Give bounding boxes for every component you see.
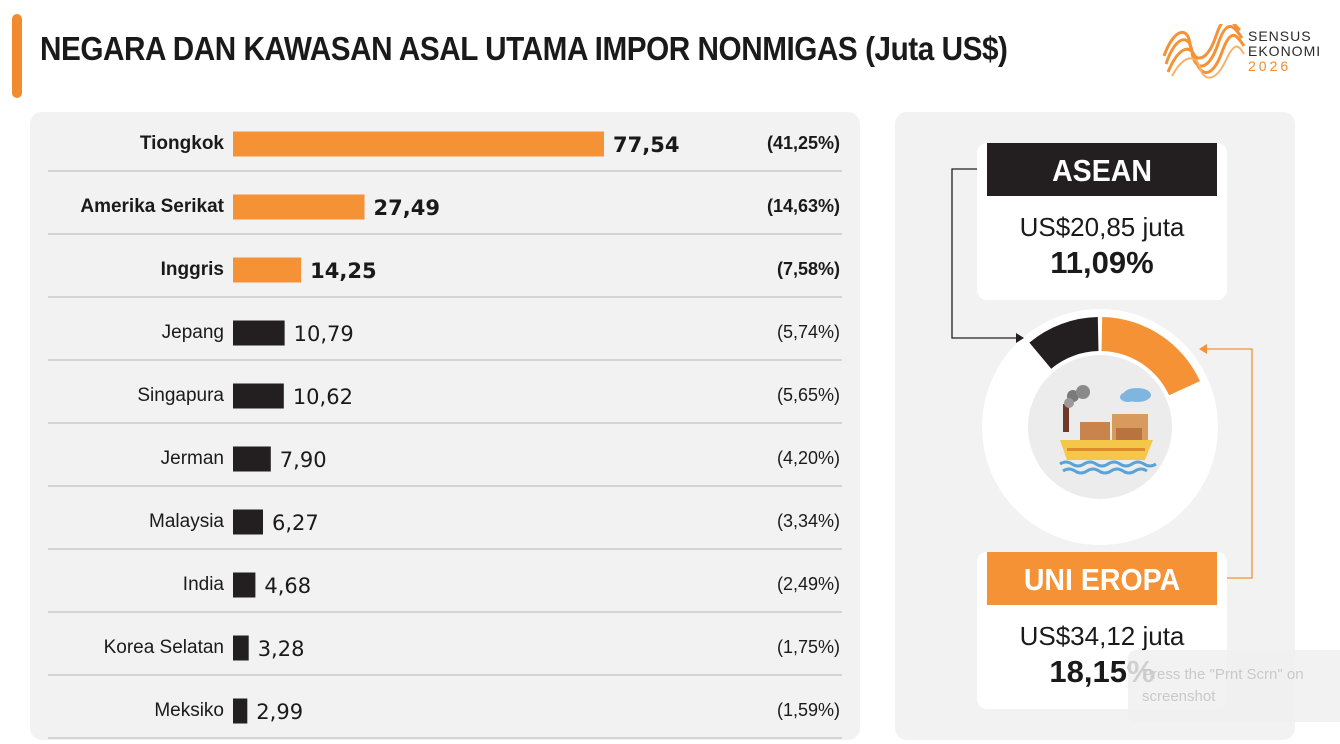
bar bbox=[233, 131, 604, 157]
value-label: 77,54 bbox=[613, 133, 679, 157]
category-label: Inggris bbox=[161, 259, 224, 280]
category-label: Malaysia bbox=[149, 511, 224, 532]
value-label: 10,62 bbox=[293, 385, 353, 409]
bar bbox=[233, 572, 256, 598]
logo-wave-icon bbox=[1162, 24, 1246, 79]
share-label: (14,63%) bbox=[767, 196, 840, 216]
region-donut-chart bbox=[951, 168, 1253, 579]
share-label: (5,74%) bbox=[777, 322, 840, 342]
bar bbox=[233, 194, 365, 220]
asean-percent: 11,09% bbox=[1050, 245, 1154, 280]
eu-card-title: UNI EROPA bbox=[987, 552, 1217, 605]
value-label: 6,27 bbox=[272, 511, 319, 535]
asean-amount: US$20,85 juta bbox=[1019, 212, 1185, 242]
page-title: NEGARA DAN KAWASAN ASAL UTAMA IMPOR NONM… bbox=[40, 30, 1008, 67]
bar bbox=[233, 698, 248, 724]
value-label: 14,25 bbox=[310, 259, 376, 283]
asean-connector bbox=[951, 168, 1020, 339]
category-label: Singapura bbox=[137, 385, 224, 406]
logo-line-2: EKONOMI bbox=[1248, 43, 1322, 59]
asean-card-title: ASEAN bbox=[987, 143, 1217, 196]
cargo-ship-icon bbox=[1059, 385, 1157, 475]
screenshot-toast[interactable]: Press the "Prnt Scrn" on screenshot bbox=[1128, 650, 1340, 722]
value-label: 3,28 bbox=[258, 637, 305, 661]
value-label: 27,49 bbox=[374, 196, 440, 220]
bar bbox=[233, 320, 285, 346]
category-label: India bbox=[183, 574, 225, 595]
category-label: Jerman bbox=[161, 448, 224, 469]
category-label: Korea Selatan bbox=[104, 637, 224, 658]
toast-line-2: screenshot bbox=[1142, 688, 1216, 705]
bar-chart-panel: Tiongkok 77,54 (41,25%) Amerika Serikat 27,4… bbox=[30, 112, 860, 740]
eu-arrow-icon bbox=[1199, 344, 1207, 354]
asean-arrow-icon bbox=[1016, 333, 1024, 343]
toast-line-1: Press the "Prnt Scrn" on bbox=[1142, 666, 1304, 683]
value-label: 4,68 bbox=[264, 574, 311, 598]
share-label: (4,20%) bbox=[777, 448, 840, 468]
title-accent-bar bbox=[12, 14, 22, 98]
category-label: Meksiko bbox=[154, 700, 224, 721]
bar bbox=[233, 635, 249, 661]
share-label: (1,75%) bbox=[777, 637, 840, 657]
value-label: 2,99 bbox=[256, 700, 303, 724]
bar bbox=[233, 509, 263, 535]
eu-amount: US$34,12 juta bbox=[1019, 621, 1185, 651]
category-label: Tiongkok bbox=[140, 133, 225, 154]
logo-line-3: 2026 bbox=[1248, 58, 1292, 74]
share-label: (1,59%) bbox=[777, 700, 840, 720]
bar bbox=[233, 257, 302, 283]
logo-line-1: SENSUS bbox=[1248, 28, 1312, 44]
share-label: (3,34%) bbox=[777, 511, 840, 531]
category-label: Amerika Serikat bbox=[80, 196, 224, 217]
asean-card: ASEAN US$20,85 juta 11,09% bbox=[977, 143, 1227, 300]
bar bbox=[233, 383, 284, 409]
share-label: (41,25%) bbox=[767, 133, 840, 153]
category-label: Jepang bbox=[162, 322, 224, 343]
share-label: (7,58%) bbox=[777, 259, 840, 279]
value-label: 10,79 bbox=[294, 322, 354, 346]
bar bbox=[233, 446, 271, 472]
donut-slice-asean bbox=[1029, 317, 1099, 369]
bar-chart: Tiongkok 77,54 (41,25%) Amerika Serikat 27,4… bbox=[48, 131, 842, 739]
sensus-ekonomi-logo: SENSUS EKONOMI 2026 bbox=[1162, 24, 1322, 84]
share-label: (2,49%) bbox=[777, 574, 840, 594]
eu-connector bbox=[1203, 348, 1253, 579]
share-label: (5,65%) bbox=[777, 385, 840, 405]
donut-slice-eu bbox=[1101, 317, 1200, 396]
value-label: 7,90 bbox=[280, 448, 327, 472]
region-panel: ASEAN US$20,85 juta 11,09% UNI EROPA US$… bbox=[895, 112, 1295, 740]
